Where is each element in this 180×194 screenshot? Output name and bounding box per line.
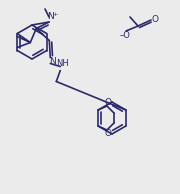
Text: NH: NH [56, 59, 69, 68]
Text: N: N [49, 56, 56, 66]
Text: –O: –O [120, 30, 130, 40]
Text: O: O [105, 98, 112, 107]
Text: +: + [52, 12, 57, 17]
Text: N: N [47, 12, 54, 21]
Text: O: O [151, 15, 158, 23]
Text: O: O [105, 129, 112, 138]
